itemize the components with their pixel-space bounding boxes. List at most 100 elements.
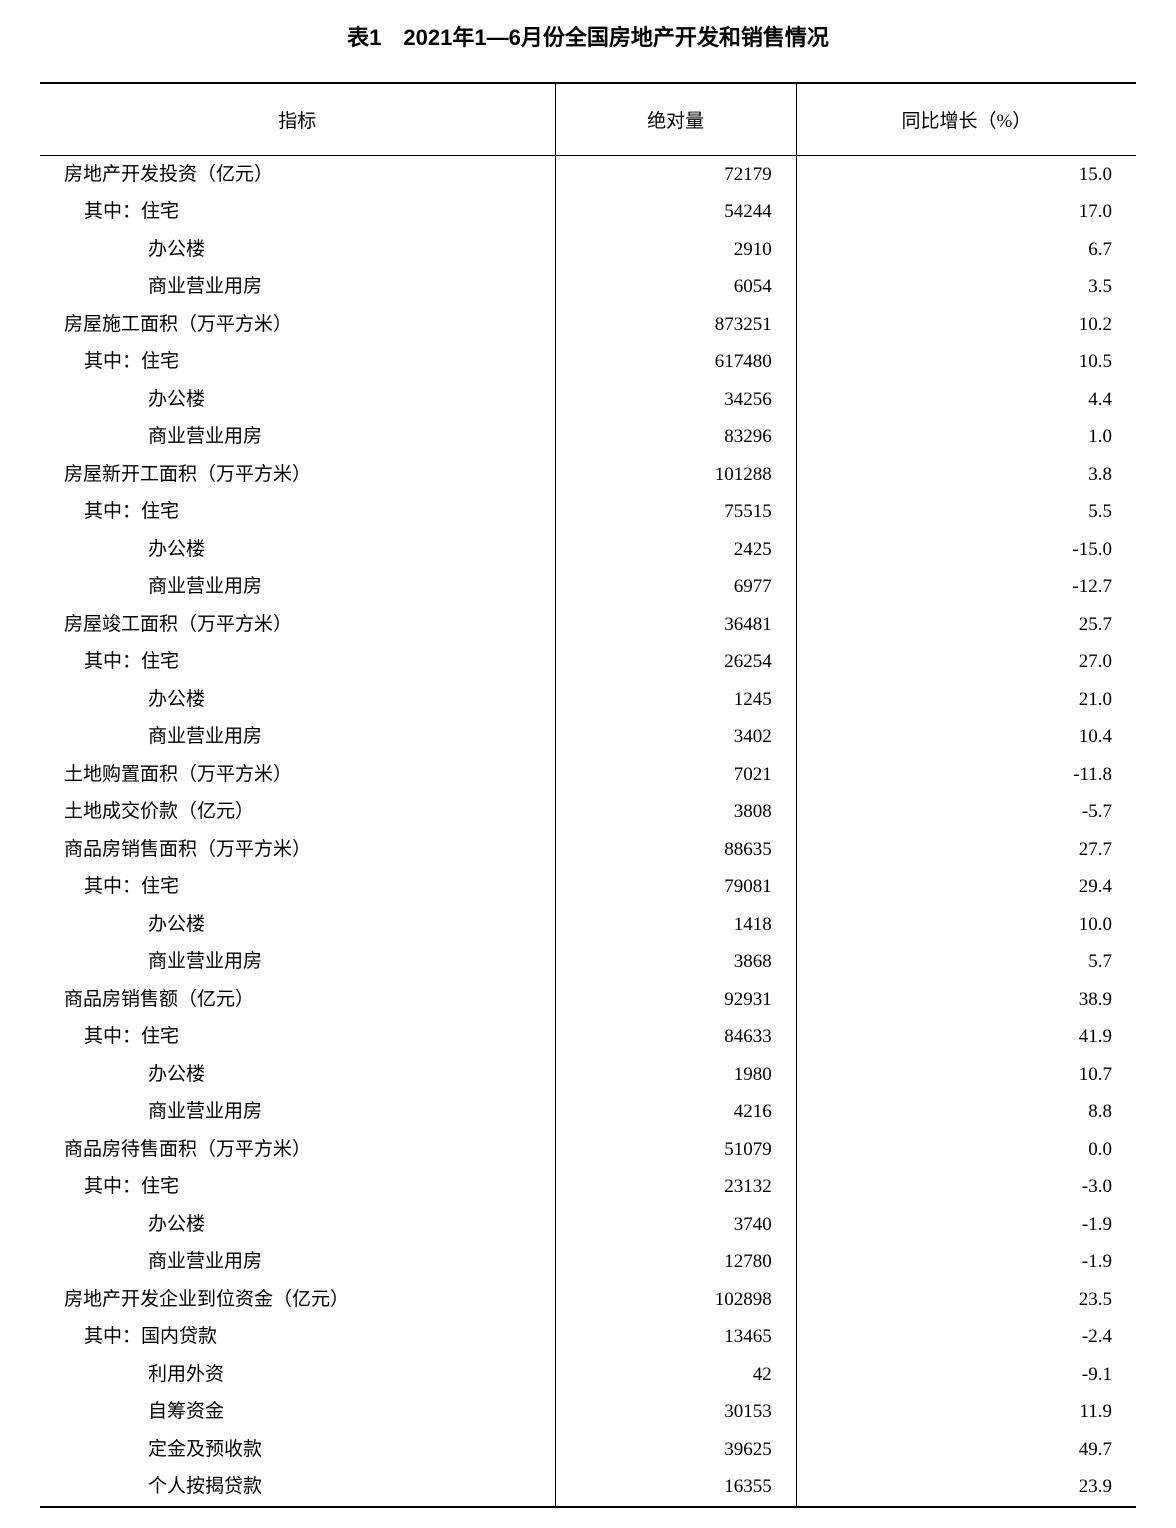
cell-indicator: 土地成交价款（亿元） [40, 794, 555, 832]
cell-indicator: 利用外资 [40, 1356, 555, 1394]
cell-indicator: 商业营业用房 [40, 944, 555, 982]
table-row: 商业营业用房6977-12.7 [40, 569, 1136, 607]
cell-absolute: 2425 [555, 531, 796, 569]
table-row: 利用外资42-9.1 [40, 1356, 1136, 1394]
cell-absolute: 6977 [555, 569, 796, 607]
cell-growth: 29.4 [796, 869, 1136, 907]
cell-growth: 10.0 [796, 906, 1136, 944]
cell-growth: -1.9 [796, 1206, 1136, 1244]
cell-indicator: 办公楼 [40, 1056, 555, 1094]
cell-indicator: 房地产开发企业到位资金（亿元） [40, 1281, 555, 1319]
table-row: 定金及预收款3962549.7 [40, 1431, 1136, 1469]
cell-indicator: 其中：国内贷款 [40, 1319, 555, 1357]
table-row: 土地购置面积（万平方米）7021-11.8 [40, 756, 1136, 794]
table-row: 办公楼124521.0 [40, 681, 1136, 719]
table-row: 个人按揭贷款1635523.9 [40, 1469, 1136, 1508]
table-row: 房屋竣工面积（万平方米）3648125.7 [40, 606, 1136, 644]
cell-absolute: 1245 [555, 681, 796, 719]
cell-growth: 1.0 [796, 419, 1136, 457]
cell-indicator: 商业营业用房 [40, 1244, 555, 1282]
cell-indicator: 办公楼 [40, 906, 555, 944]
table-title: 表1 2021年1—6月份全国房地产开发和销售情况 [40, 20, 1136, 52]
cell-indicator: 商业营业用房 [40, 419, 555, 457]
cell-absolute: 3868 [555, 944, 796, 982]
cell-absolute: 34256 [555, 381, 796, 419]
cell-growth: -15.0 [796, 531, 1136, 569]
table-row: 其中：住宅755155.5 [40, 494, 1136, 532]
table-row: 房地产开发投资（亿元）7217915.0 [40, 156, 1136, 194]
cell-growth: 25.7 [796, 606, 1136, 644]
table-row: 办公楼29106.7 [40, 231, 1136, 269]
cell-growth: 3.5 [796, 269, 1136, 307]
cell-indicator: 房地产开发投资（亿元） [40, 156, 555, 194]
cell-growth: 27.7 [796, 831, 1136, 869]
cell-indicator: 房屋施工面积（万平方米） [40, 306, 555, 344]
table-row: 其中：住宅8463341.9 [40, 1019, 1136, 1057]
cell-growth: 4.4 [796, 381, 1136, 419]
table-row: 办公楼141810.0 [40, 906, 1136, 944]
table-row: 其中：住宅23132-3.0 [40, 1169, 1136, 1207]
table-row: 办公楼3740-1.9 [40, 1206, 1136, 1244]
cell-absolute: 617480 [555, 344, 796, 382]
cell-indicator: 土地购置面积（万平方米） [40, 756, 555, 794]
table-row: 其中：住宅2625427.0 [40, 644, 1136, 682]
cell-growth: 23.9 [796, 1469, 1136, 1508]
cell-absolute: 42 [555, 1356, 796, 1394]
cell-growth: 10.4 [796, 719, 1136, 757]
cell-indicator: 商业营业用房 [40, 719, 555, 757]
cell-indicator: 商业营业用房 [40, 269, 555, 307]
table-row: 房屋新开工面积（万平方米）1012883.8 [40, 456, 1136, 494]
cell-growth: -11.8 [796, 756, 1136, 794]
table-row: 商品房待售面积（万平方米）510790.0 [40, 1131, 1136, 1169]
table-row: 办公楼342564.4 [40, 381, 1136, 419]
table-row: 房屋施工面积（万平方米）87325110.2 [40, 306, 1136, 344]
cell-indicator: 定金及预收款 [40, 1431, 555, 1469]
cell-indicator: 其中：住宅 [40, 869, 555, 907]
cell-absolute: 7021 [555, 756, 796, 794]
header-row: 指标 绝对量 同比增长（%） [40, 83, 1136, 156]
cell-growth: 23.5 [796, 1281, 1136, 1319]
cell-indicator: 房屋竣工面积（万平方米） [40, 606, 555, 644]
table-row: 商品房销售面积（万平方米）8863527.7 [40, 831, 1136, 869]
table-row: 其中：国内贷款13465-2.4 [40, 1319, 1136, 1357]
cell-indicator: 办公楼 [40, 531, 555, 569]
cell-growth: 21.0 [796, 681, 1136, 719]
cell-absolute: 12780 [555, 1244, 796, 1282]
cell-indicator: 办公楼 [40, 231, 555, 269]
cell-growth: 5.5 [796, 494, 1136, 532]
table-body: 房地产开发投资（亿元）7217915.0其中：住宅5424417.0办公楼291… [40, 156, 1136, 1508]
table-row: 商业营业用房340210.4 [40, 719, 1136, 757]
cell-growth: -3.0 [796, 1169, 1136, 1207]
cell-indicator: 房屋新开工面积（万平方米） [40, 456, 555, 494]
cell-indicator: 自筹资金 [40, 1394, 555, 1432]
table-row: 房地产开发企业到位资金（亿元）10289823.5 [40, 1281, 1136, 1319]
cell-growth: 27.0 [796, 644, 1136, 682]
cell-growth: 15.0 [796, 156, 1136, 194]
cell-growth: 10.2 [796, 306, 1136, 344]
cell-indicator: 其中：住宅 [40, 1169, 555, 1207]
cell-absolute: 75515 [555, 494, 796, 532]
cell-growth: 3.8 [796, 456, 1136, 494]
table-row: 商业营业用房832961.0 [40, 419, 1136, 457]
table-row: 商业营业用房42168.8 [40, 1094, 1136, 1132]
cell-absolute: 39625 [555, 1431, 796, 1469]
cell-indicator: 商业营业用房 [40, 1094, 555, 1132]
cell-absolute: 23132 [555, 1169, 796, 1207]
cell-growth: 5.7 [796, 944, 1136, 982]
cell-growth: 38.9 [796, 981, 1136, 1019]
cell-indicator: 其中：住宅 [40, 644, 555, 682]
cell-absolute: 13465 [555, 1319, 796, 1357]
cell-growth: -12.7 [796, 569, 1136, 607]
cell-absolute: 1980 [555, 1056, 796, 1094]
cell-growth: 11.9 [796, 1394, 1136, 1432]
table-row: 其中：住宅5424417.0 [40, 194, 1136, 232]
cell-growth: 10.5 [796, 344, 1136, 382]
cell-indicator: 商品房待售面积（万平方米） [40, 1131, 555, 1169]
cell-growth: 6.7 [796, 231, 1136, 269]
table-row: 其中：住宅7908129.4 [40, 869, 1136, 907]
cell-indicator: 商品房销售面积（万平方米） [40, 831, 555, 869]
real-estate-table: 指标 绝对量 同比增长（%） 房地产开发投资（亿元）7217915.0其中：住宅… [40, 82, 1136, 1508]
cell-growth: -2.4 [796, 1319, 1136, 1357]
cell-indicator: 办公楼 [40, 381, 555, 419]
header-indicator: 指标 [40, 83, 555, 156]
